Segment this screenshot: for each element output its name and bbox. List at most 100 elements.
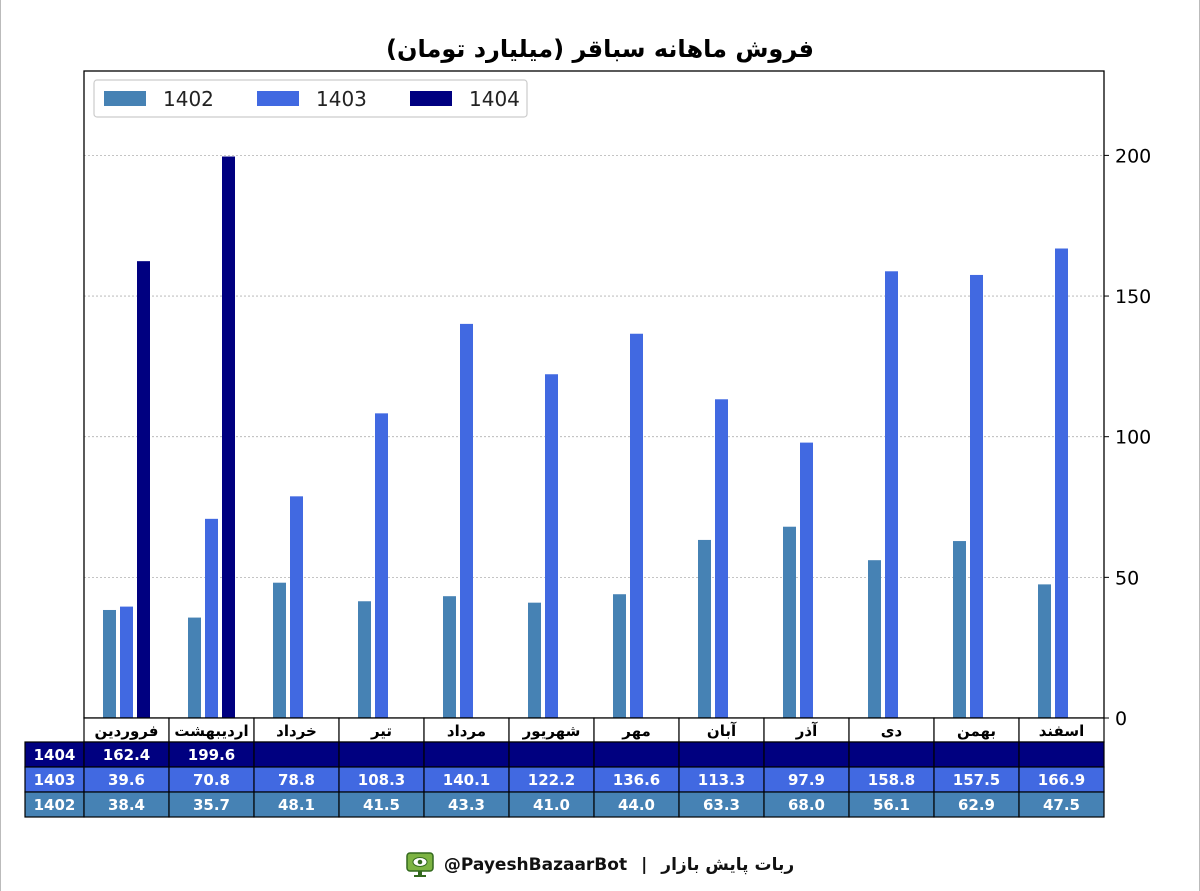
table-value-1402-9: 56.1 [873,796,910,814]
table-value-1402-0: 38.4 [108,796,145,814]
table-row-label-1404: 1404 [34,746,76,764]
table-cell [168,791,255,818]
bar-1402-3 [358,601,371,718]
table-value-1403-8: 97.9 [788,771,825,789]
table-cell [508,766,595,793]
table-header-cell [83,717,170,743]
table-value-1402-8: 68.0 [788,796,825,814]
y-tick-label: 150 [1115,286,1151,308]
plot-frame [83,70,1105,719]
bar-1403-3 [375,413,388,718]
table-header-11: اسفند [1039,722,1084,740]
legend-swatch-1402 [104,91,146,106]
table-header-0: فروردین [95,722,159,740]
footer: @PayeshBazaarBot | ربات پایش بازار [0,852,1200,884]
table-cell [168,741,255,768]
table-cell [423,766,510,793]
table-value-1403-5: 122.2 [528,771,575,789]
table-value-1404-0: 162.4 [103,746,150,764]
bar-1402-8 [783,526,796,718]
table-cell [763,791,850,818]
table-cell [933,741,1020,768]
bar-1402-6 [613,594,626,718]
table-value-1403-1: 70.8 [193,771,230,789]
table-value-1403-11: 166.9 [1038,771,1085,789]
y-tick-label: 200 [1115,145,1151,167]
footer-separator: | [641,855,648,875]
table-row-label-cell [24,791,85,818]
bar-1403-6 [630,333,643,718]
bar-1403-5 [545,374,558,718]
bar-1403-11 [1055,248,1068,718]
bar-1403-7 [715,399,728,718]
bar-1403-1 [205,518,218,718]
table-value-1402-5: 41.0 [533,796,570,814]
table-header-8: آذر [795,722,818,740]
table-cell [593,791,680,818]
y-tick-label: 0 [1115,708,1127,730]
table-cell [933,791,1020,818]
table-header-cell [168,717,255,743]
monitor-eye-icon [406,852,434,878]
legend-label-1402: 1402 [163,87,214,111]
table-header-7: آبان [707,722,737,740]
table-value-1402-3: 41.5 [363,796,400,814]
footer-handle[interactable]: @PayeshBazaarBot [443,855,628,875]
table-cell [508,741,595,768]
table-cell [83,766,170,793]
bar-1402-0 [103,609,116,718]
table-cell [1018,766,1105,793]
table-row-label-cell [24,766,85,793]
bar-1402-10 [953,541,966,718]
legend-label-1404: 1404 [469,87,520,111]
table-cell [338,741,425,768]
y-tick-label: 50 [1115,567,1139,589]
table-header-cell [1018,717,1105,743]
table-header-6: مهر [621,722,651,740]
table-header-10: بهمن [957,722,996,740]
bar-1402-1 [188,617,201,718]
table-value-1403-10: 157.5 [953,771,1000,789]
table-header-9: دی [881,722,903,740]
bar-1402-11 [1038,584,1051,718]
table-value-1402-4: 43.3 [448,796,485,814]
bar-1403-2 [290,496,303,718]
table-value-1403-7: 113.3 [698,771,745,789]
table-header-cell [423,717,510,743]
table-header-1: اردیبهشت [174,722,248,740]
bar-1402-9 [868,560,881,718]
table-cell [848,741,935,768]
bar-1402-5 [528,602,541,718]
table-value-1403-6: 136.6 [613,771,660,789]
table-header-cell [763,717,850,743]
table-cell [593,766,680,793]
footer-bot-name: ربات پایش بازار [661,855,795,875]
table-value-1402-1: 35.7 [193,796,230,814]
legend-label-1403: 1403 [316,87,367,111]
table-cell [338,766,425,793]
table-header-cell [593,717,680,743]
bar-1403-9 [885,271,898,718]
table-cell [253,741,340,768]
table-cell [678,791,765,818]
legend-swatch-1403 [257,91,299,106]
table-cell [253,791,340,818]
table-value-1404-1: 199.6 [188,746,235,764]
table-cell [763,741,850,768]
table-value-1402-6: 44.0 [618,796,655,814]
table-header-cell [933,717,1020,743]
bar-1404-0 [137,261,150,718]
table-value-1402-10: 62.9 [958,796,995,814]
table-cell [253,766,340,793]
table-header-cell [338,717,425,743]
table-value-1402-7: 63.3 [703,796,740,814]
table-value-1403-9: 158.8 [868,771,915,789]
bar-1403-4 [460,323,473,718]
bar-1403-8 [800,442,813,718]
table-cell [83,741,170,768]
table-row-label-cell [24,741,85,768]
bar-1403-10 [970,274,983,718]
table-header-cell [508,717,595,743]
table-cell [678,741,765,768]
